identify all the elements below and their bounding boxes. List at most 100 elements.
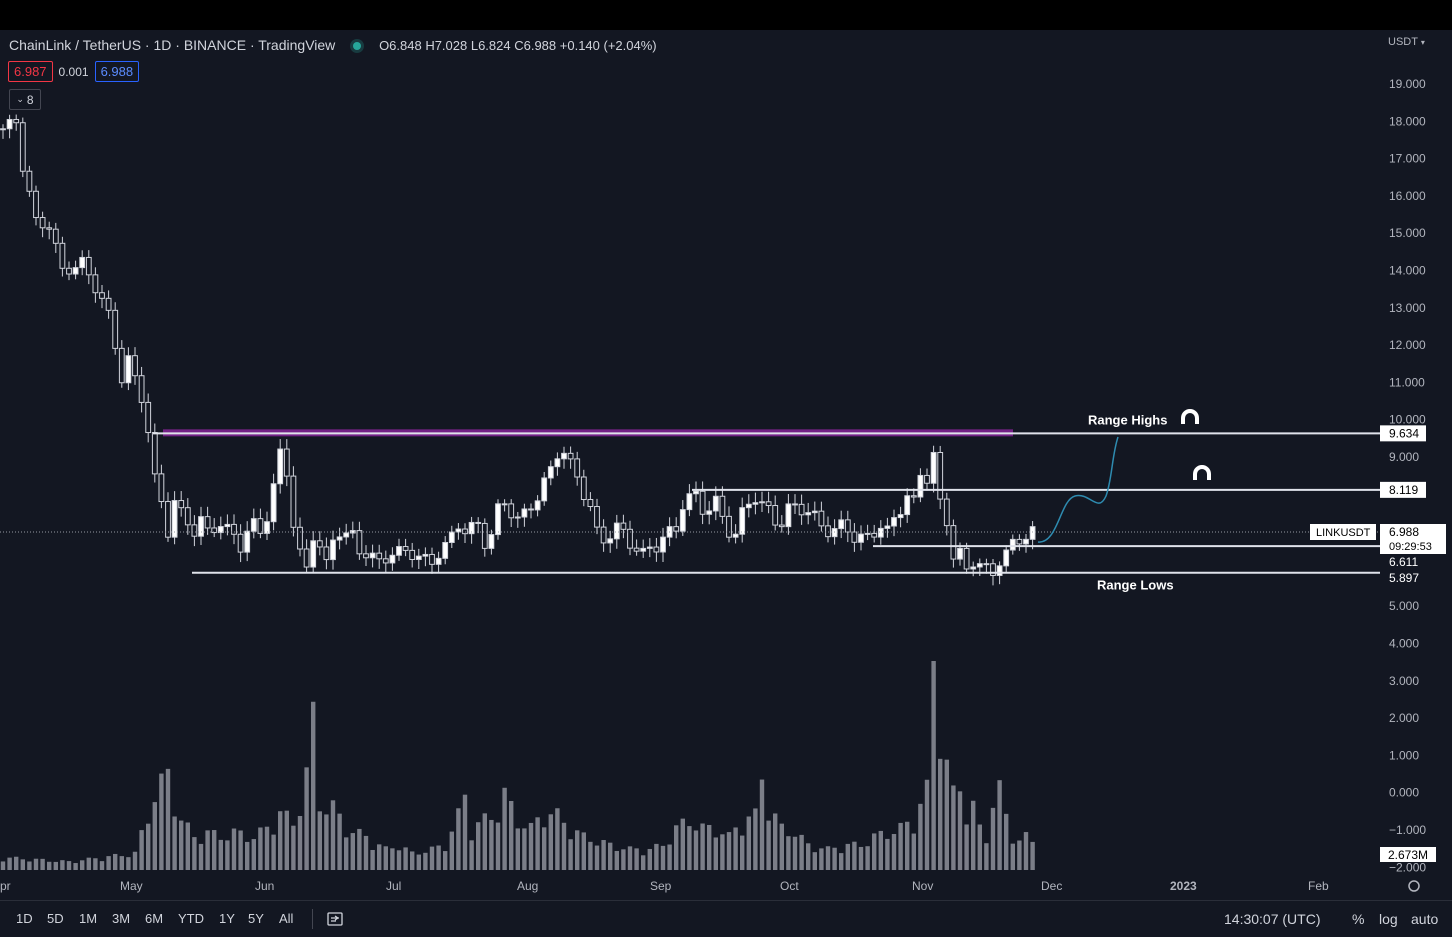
- symbol-title[interactable]: ChainLink / TetherUS · 1D · BINANCE · Tr…: [9, 37, 336, 53]
- candle-up: [171, 500, 178, 538]
- volume-bar: [726, 832, 732, 870]
- candle-up: [343, 532, 350, 538]
- candle-up: [72, 267, 79, 275]
- candle-down: [59, 242, 66, 269]
- volume-bar: [238, 830, 243, 870]
- range-3m-button[interactable]: 3M: [112, 911, 131, 926]
- volume-bar: [977, 824, 982, 870]
- price-tick-label: 10.000: [1389, 413, 1426, 427]
- volume-bar: [126, 857, 131, 870]
- candle-up: [389, 554, 396, 564]
- candle-down: [673, 526, 680, 532]
- volume-bar: [806, 843, 811, 870]
- candle-up: [858, 533, 864, 543]
- volume-bar: [403, 847, 408, 870]
- volume-bar: [588, 841, 593, 870]
- volume-bar: [799, 834, 804, 870]
- currency-select[interactable]: USDT ▾: [1388, 36, 1425, 48]
- candle-up: [693, 490, 699, 495]
- candle-down: [600, 526, 607, 544]
- candle-down: [409, 549, 416, 561]
- candle-up: [706, 510, 713, 515]
- last-price-badge-bg: [1380, 524, 1446, 554]
- volume-bar: [152, 802, 157, 870]
- candle-down: [587, 499, 594, 508]
- volume-bar: [1004, 813, 1009, 870]
- volume-bar: [905, 821, 910, 870]
- volume-bar: [660, 845, 666, 870]
- volume-bar: [858, 846, 864, 870]
- volume-bar: [674, 825, 679, 870]
- candle-down: [132, 355, 138, 377]
- candle-down: [719, 495, 726, 517]
- clock-time[interactable]: 14:30:07 (UTC): [1224, 911, 1321, 927]
- candle-down: [983, 563, 990, 566]
- volume-bar: [113, 853, 118, 870]
- candle-down: [798, 503, 805, 516]
- volume-bar: [225, 840, 230, 870]
- candle-down: [475, 521, 482, 524]
- candle-up: [811, 510, 818, 514]
- range-1y-button[interactable]: 1Y: [219, 911, 235, 926]
- log-scale-button[interactable]: log: [1379, 911, 1398, 927]
- volume-bar: [66, 861, 72, 870]
- candle-down: [937, 451, 944, 500]
- candle-up: [976, 563, 983, 568]
- volume-bar: [561, 822, 567, 870]
- candle-up: [752, 502, 759, 505]
- candle-down: [990, 563, 996, 576]
- candle-up: [864, 532, 871, 535]
- time-axis-label: Oct: [780, 879, 799, 893]
- volume-bar: [667, 844, 672, 870]
- range-5y-button[interactable]: 5Y: [248, 911, 264, 926]
- candle-down: [257, 518, 264, 534]
- candle-up: [884, 525, 891, 529]
- volume-bar: [1017, 840, 1022, 870]
- candle-up: [349, 530, 356, 534]
- sell-button[interactable]: 6.987: [8, 61, 53, 82]
- spread-value: 0.001: [58, 64, 89, 79]
- candle-up: [891, 517, 897, 527]
- volume-bar: [931, 661, 936, 870]
- candle-up: [877, 527, 884, 538]
- candle-down: [92, 274, 99, 294]
- volume-bar: [390, 848, 395, 870]
- range-high-price-badge: 9.634: [1389, 426, 1419, 440]
- volume-bar: [971, 800, 976, 870]
- candle-up: [1023, 538, 1029, 545]
- range-1d-button[interactable]: 1D: [16, 911, 33, 926]
- price-chart[interactable]: 19.000 18.000 17.000 16.000 15.000 14.000 13.0…: [0, 30, 1452, 900]
- indicators-toggle-button[interactable]: ⌄ 8: [9, 89, 41, 110]
- candle-up: [831, 528, 838, 538]
- volume-bar: [304, 767, 309, 870]
- volume-bar: [1030, 841, 1035, 870]
- time-axis-label: 2023: [1170, 879, 1197, 893]
- go-to-date-icon[interactable]: [326, 910, 344, 931]
- volume-bar: [819, 848, 824, 870]
- percent-scale-button[interactable]: %: [1352, 911, 1365, 927]
- volume-bar: [462, 794, 468, 870]
- candle-down: [363, 553, 369, 559]
- candle-down: [151, 432, 158, 475]
- candle-up: [442, 541, 449, 559]
- candle-up: [250, 518, 257, 532]
- volume-bar: [594, 845, 600, 870]
- candle-down: [481, 522, 488, 549]
- volume-bar: [20, 859, 25, 870]
- volume-bar: [489, 819, 494, 870]
- buy-button[interactable]: 6.988: [94, 61, 140, 82]
- auto-scale-button[interactable]: auto: [1411, 911, 1439, 927]
- volume-bar: [891, 833, 897, 870]
- range-all-button[interactable]: All: [279, 911, 294, 926]
- range-6m-button[interactable]: 6M: [145, 911, 164, 926]
- chevron-down-icon: ▾: [1420, 38, 1425, 47]
- candle-down: [376, 552, 383, 560]
- candle-up: [970, 566, 977, 570]
- range-ytd-button[interactable]: YTD: [178, 911, 204, 926]
- range-5d-button[interactable]: 5D: [47, 911, 64, 926]
- candle-down: [46, 227, 53, 230]
- range-lows-label: Range Lows: [1097, 578, 1174, 593]
- candle-up: [739, 507, 746, 535]
- range-1m-button[interactable]: 1M: [79, 911, 98, 926]
- volume-bar: [357, 828, 362, 870]
